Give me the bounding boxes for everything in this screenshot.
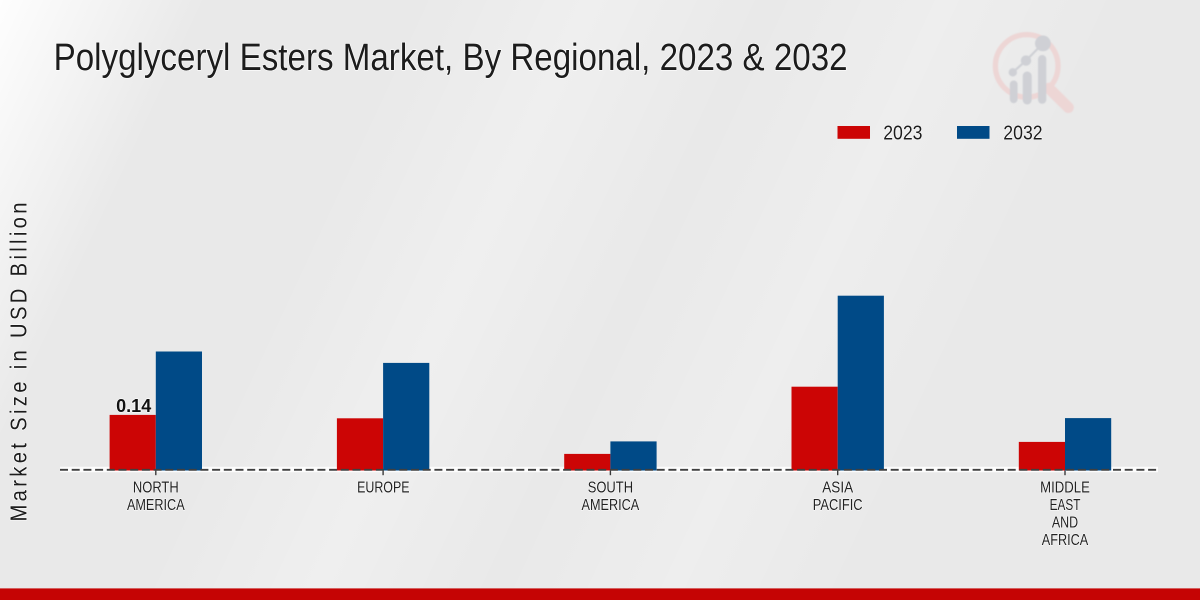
svg-text:NORTH: NORTH bbox=[133, 479, 179, 496]
svg-text:AND: AND bbox=[1052, 514, 1078, 531]
svg-text:AMERICA: AMERICA bbox=[582, 497, 640, 514]
svg-text:EUROPE: EUROPE bbox=[357, 479, 409, 496]
svg-text:AFRICA: AFRICA bbox=[1042, 532, 1089, 549]
svg-text:ASIA: ASIA bbox=[822, 479, 853, 496]
svg-text:SOUTH: SOUTH bbox=[588, 479, 633, 496]
svg-text:2032: 2032 bbox=[1003, 123, 1042, 145]
svg-text:0.14: 0.14 bbox=[116, 396, 151, 416]
svg-text:PACIFIC: PACIFIC bbox=[813, 497, 863, 514]
svg-text:AMERICA: AMERICA bbox=[127, 497, 185, 514]
svg-text:Market Size in USD Billion: Market Size in USD Billion bbox=[5, 202, 32, 521]
svg-text:EAST: EAST bbox=[1050, 497, 1081, 514]
svg-text:2023: 2023 bbox=[883, 123, 922, 145]
svg-text:Polyglyceryl Esters Market, By: Polyglyceryl Esters Market, By Regional,… bbox=[54, 37, 848, 79]
svg-text:MIDDLE: MIDDLE bbox=[1040, 479, 1090, 496]
